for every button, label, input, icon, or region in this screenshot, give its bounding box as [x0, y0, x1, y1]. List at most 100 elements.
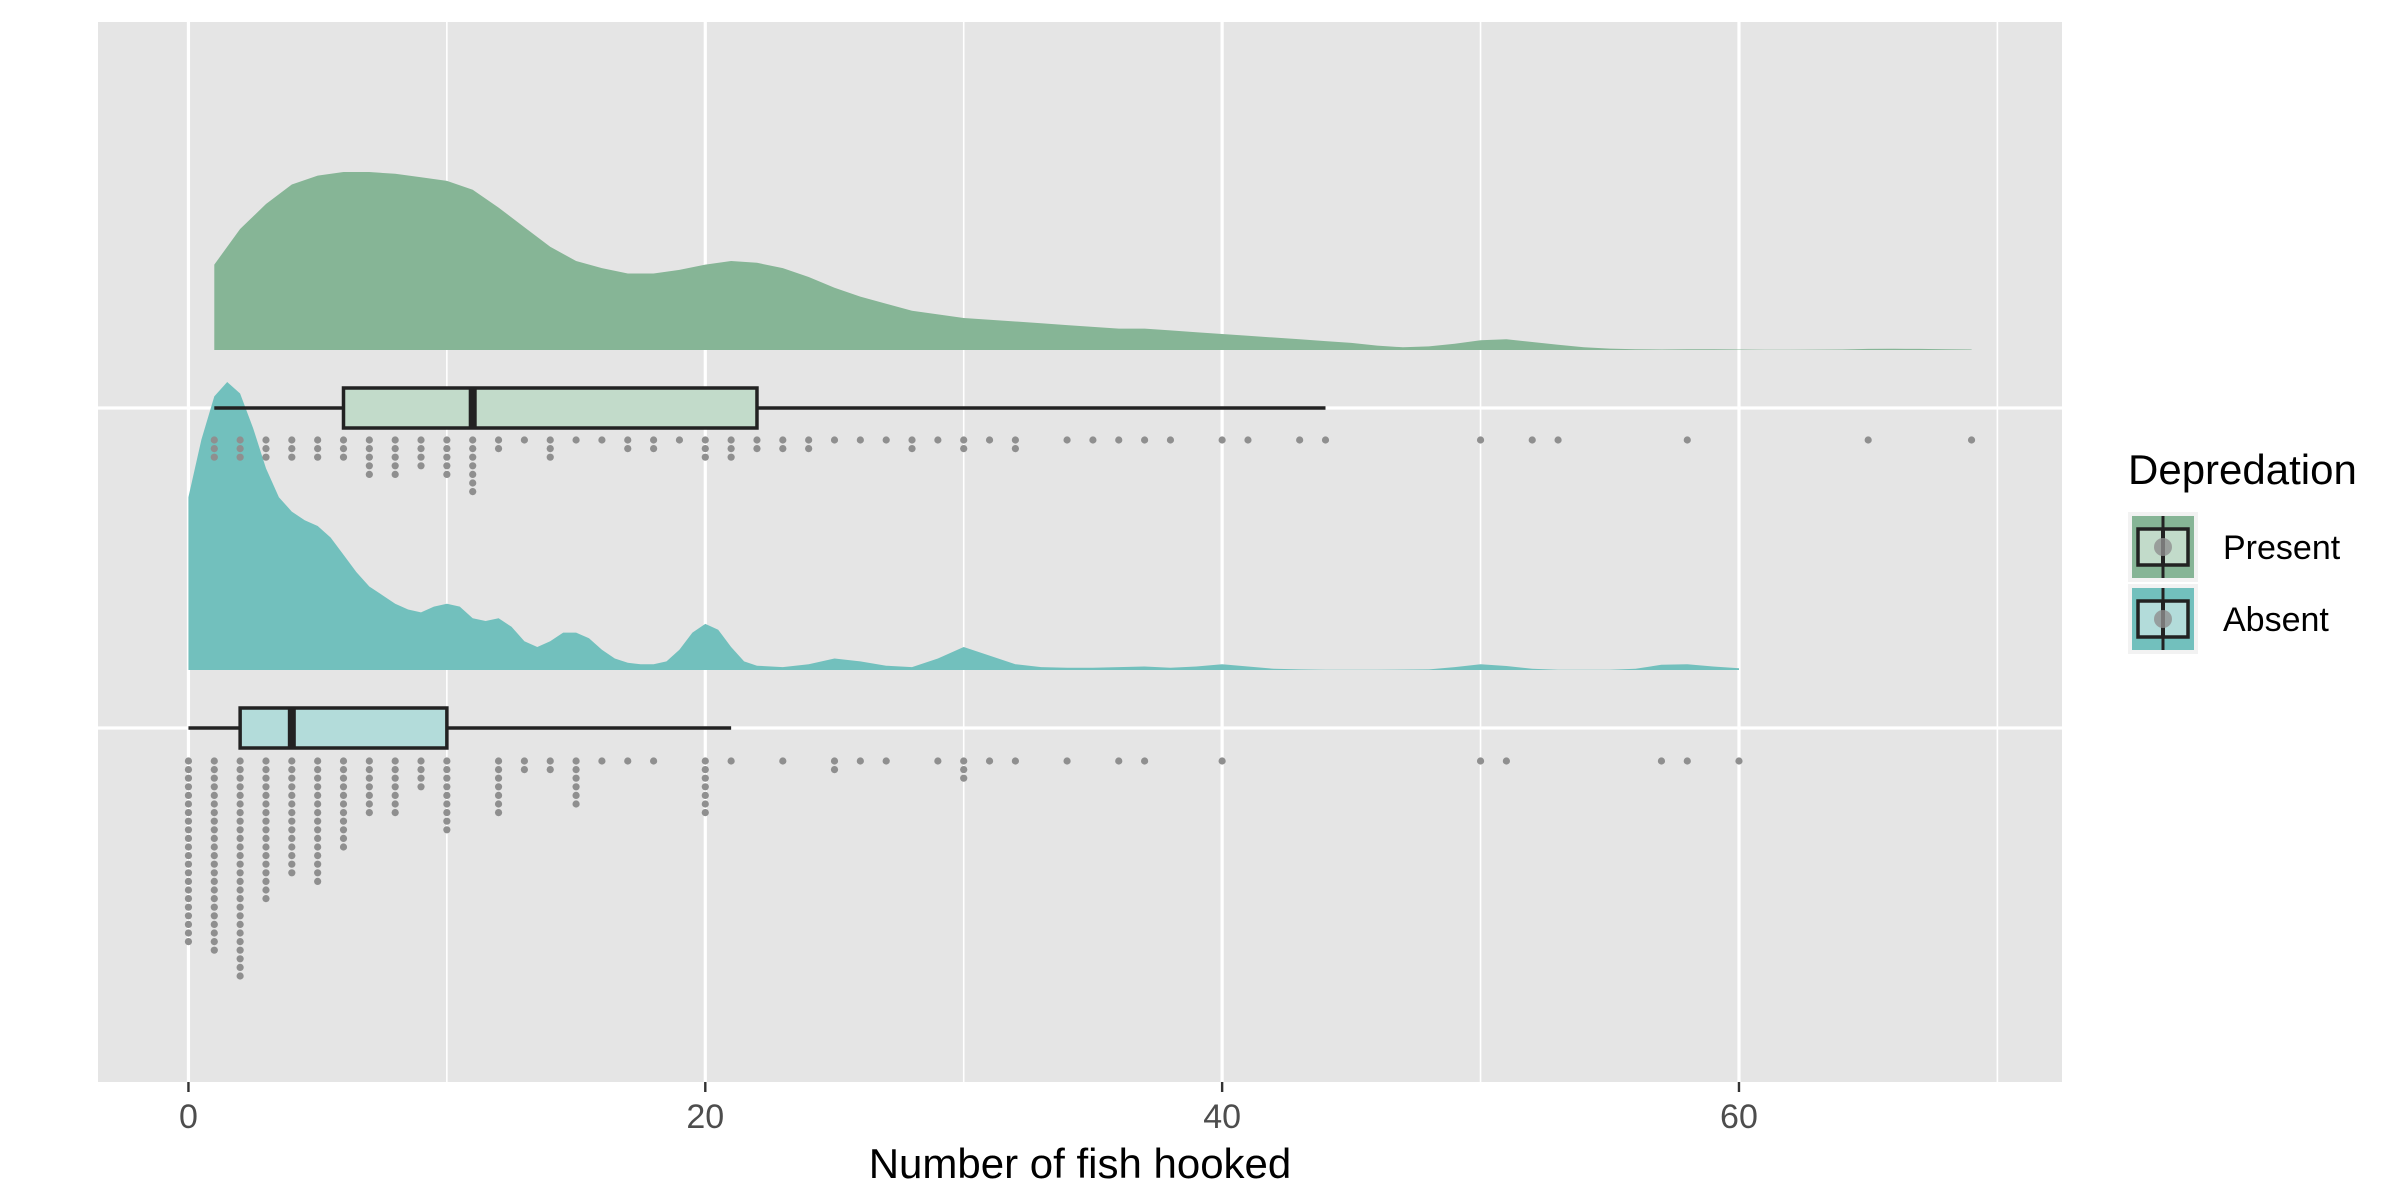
- data-dot: [262, 774, 270, 782]
- data-dot: [236, 972, 244, 980]
- data-dot: [546, 453, 554, 461]
- data-dot: [443, 436, 451, 444]
- data-dot: [210, 757, 218, 765]
- data-dot: [184, 834, 193, 843]
- data-dot: [365, 774, 373, 782]
- data-dot: [391, 791, 399, 800]
- legend-title: Depredation: [2128, 446, 2357, 493]
- data-dot: [1864, 436, 1872, 444]
- data-dot: [779, 436, 787, 444]
- data-dot: [314, 877, 322, 886]
- data-dot: [365, 800, 373, 808]
- data-dot: [184, 938, 193, 946]
- data-dot: [701, 757, 709, 765]
- data-dot: [236, 869, 244, 877]
- data-dot: [339, 774, 348, 782]
- data-dot: [339, 834, 348, 843]
- data-dot: [985, 757, 994, 765]
- dots-present: [210, 436, 1976, 496]
- boxplot-absent: [188, 706, 732, 750]
- data-dot: [469, 462, 477, 470]
- data-dot: [830, 766, 839, 774]
- x-axis-title: Number of fish hooked: [869, 1140, 1292, 1187]
- legend-key-dot: [2154, 610, 2172, 628]
- data-dot: [236, 886, 244, 894]
- data-dot: [210, 445, 218, 453]
- data-dot: [417, 436, 425, 444]
- data-dot: [365, 809, 373, 817]
- data-dot: [210, 860, 218, 868]
- x-tick-label: 60: [1720, 1098, 1758, 1136]
- data-dot: [184, 860, 193, 868]
- data-dot: [1296, 436, 1304, 444]
- data-dot: [469, 488, 477, 496]
- data-dot: [856, 436, 864, 444]
- data-dot: [365, 445, 373, 453]
- data-dot: [339, 843, 348, 851]
- data-dot: [262, 757, 270, 765]
- data-dot: [236, 791, 244, 800]
- data-dot: [210, 817, 218, 825]
- data-dot: [210, 453, 218, 461]
- data-dot: [753, 445, 761, 453]
- data-dot: [1735, 757, 1743, 765]
- data-dot: [236, 757, 244, 765]
- data-dot: [262, 766, 270, 774]
- data-dot: [830, 757, 839, 765]
- data-dot: [314, 757, 322, 765]
- data-dot: [520, 766, 528, 774]
- data-dot: [262, 826, 270, 834]
- data-dot: [184, 783, 193, 791]
- data-dot: [184, 800, 193, 808]
- data-dot: [417, 757, 425, 765]
- data-dot: [443, 783, 451, 791]
- data-dot: [210, 843, 218, 851]
- data-dot: [1476, 436, 1485, 444]
- data-dot: [236, 852, 244, 860]
- data-dot: [960, 766, 968, 774]
- box-iqr: [238, 706, 449, 750]
- data-dot: [184, 903, 193, 911]
- data-dot: [960, 436, 968, 444]
- data-dot: [727, 757, 735, 765]
- data-dot: [443, 817, 451, 825]
- data-dot: [339, 817, 348, 825]
- data-dot: [417, 453, 425, 461]
- data-dot: [184, 774, 193, 782]
- data-dot: [314, 817, 322, 825]
- data-dot: [443, 800, 451, 808]
- data-dot: [960, 445, 968, 453]
- data-dot: [1166, 436, 1175, 444]
- data-dot: [210, 852, 218, 860]
- data-dot: [624, 436, 632, 444]
- data-dot: [1244, 436, 1252, 444]
- data-dot: [443, 453, 451, 461]
- data-dot: [1115, 436, 1123, 444]
- data-dot: [339, 766, 348, 774]
- data-dot: [262, 809, 270, 817]
- data-dot: [391, 800, 399, 808]
- data-dot: [288, 834, 296, 843]
- data-dot: [184, 920, 193, 929]
- data-dot: [805, 445, 813, 453]
- data-dot: [236, 800, 244, 808]
- data-dot: [701, 800, 709, 808]
- data-dot: [262, 877, 270, 886]
- data-dot: [262, 783, 270, 791]
- data-dot: [701, 436, 709, 444]
- data-dot: [339, 436, 348, 444]
- data-dot: [184, 877, 193, 886]
- data-dot: [262, 800, 270, 808]
- data-dot: [210, 869, 218, 877]
- data-dot: [339, 453, 348, 461]
- data-dot: [572, 800, 580, 808]
- data-dot: [443, 826, 451, 834]
- data-dot: [1967, 436, 1976, 444]
- data-dot: [1011, 436, 1019, 444]
- x-tick-label: 20: [686, 1098, 724, 1136]
- data-dot: [262, 869, 270, 877]
- data-dot: [262, 436, 270, 444]
- data-dot: [262, 886, 270, 894]
- data-dot: [236, 436, 244, 444]
- data-dot: [391, 783, 399, 791]
